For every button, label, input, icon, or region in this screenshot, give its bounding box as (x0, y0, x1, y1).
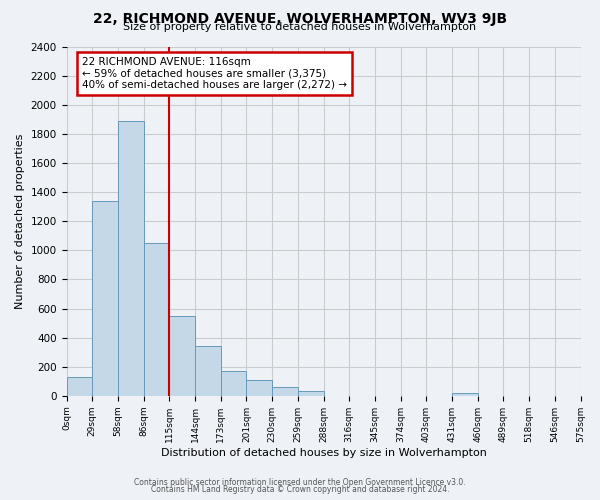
Bar (195, 346, 221, 396)
Bar (67, 377, 92, 396)
Bar (169, 316, 195, 396)
Bar (452, 393, 478, 396)
Text: Contains HM Land Registry data © Crown copyright and database right 2024.: Contains HM Land Registry data © Crown c… (151, 484, 449, 494)
Text: 22, RICHMOND AVENUE, WOLVERHAMPTON, WV3 9JB: 22, RICHMOND AVENUE, WOLVERHAMPTON, WV3 … (93, 12, 507, 26)
Bar (247, 380, 272, 396)
Bar (118, 120, 143, 396)
Text: 22 RICHMOND AVENUE: 116sqm
← 59% of detached houses are smaller (3,375)
40% of s: 22 RICHMOND AVENUE: 116sqm ← 59% of deta… (82, 57, 347, 90)
X-axis label: Distribution of detached houses by size in Wolverhampton: Distribution of detached houses by size … (161, 448, 487, 458)
Bar (272, 387, 298, 396)
Bar (221, 371, 247, 396)
Bar (298, 392, 323, 396)
Bar (143, 243, 169, 396)
Bar (92, 201, 118, 396)
Text: Size of property relative to detached houses in Wolverhampton: Size of property relative to detached ho… (124, 22, 476, 32)
Y-axis label: Number of detached properties: Number of detached properties (15, 134, 25, 309)
Text: Contains public sector information licensed under the Open Government Licence v3: Contains public sector information licen… (134, 478, 466, 487)
